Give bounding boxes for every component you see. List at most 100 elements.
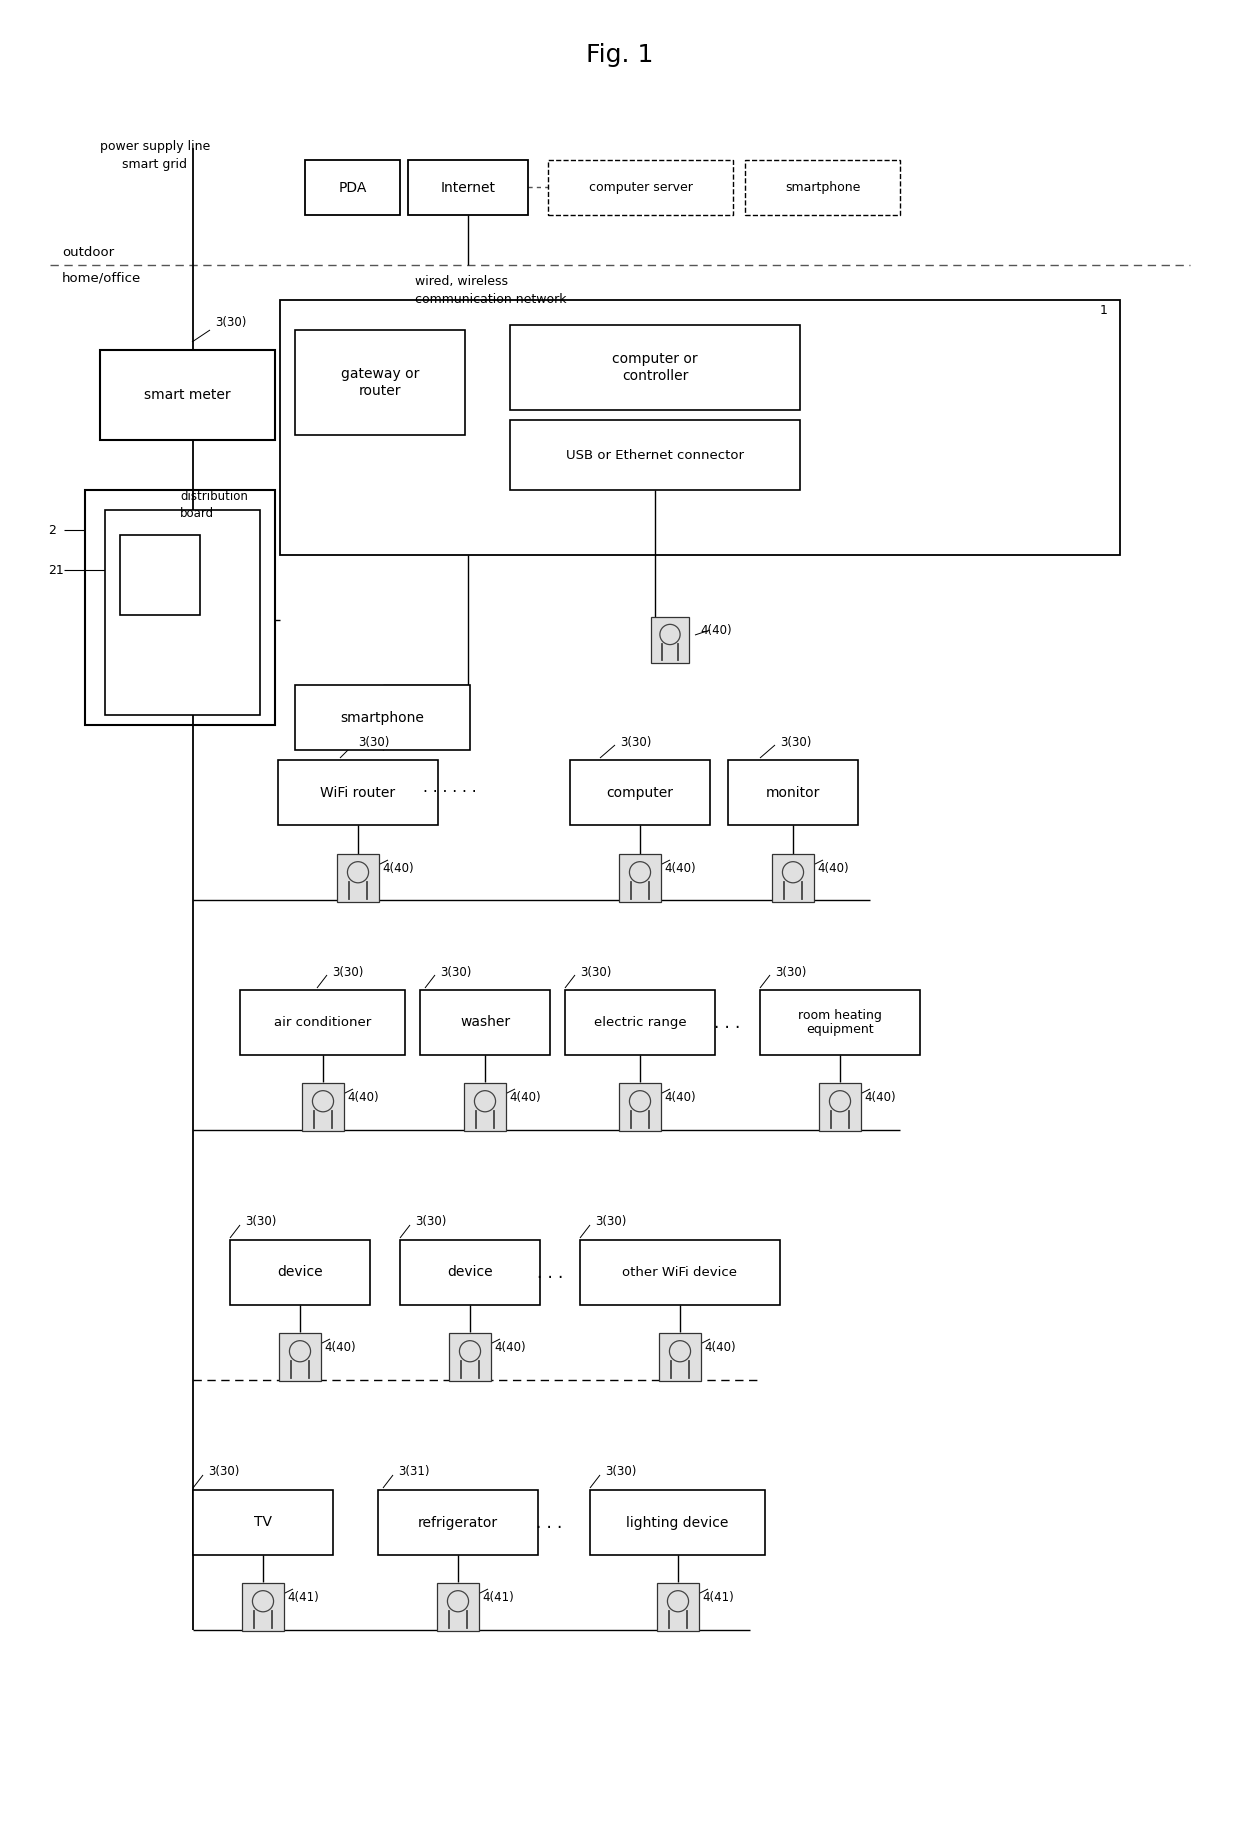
Text: washer: washer: [460, 1015, 510, 1030]
Text: 3(30): 3(30): [415, 1216, 446, 1228]
FancyBboxPatch shape: [229, 1239, 370, 1306]
FancyBboxPatch shape: [565, 989, 715, 1056]
Text: computer or
controller: computer or controller: [613, 353, 698, 383]
FancyBboxPatch shape: [548, 160, 733, 215]
Text: 21: 21: [48, 563, 63, 576]
Text: refrigerator: refrigerator: [418, 1515, 498, 1530]
Text: 4(40): 4(40): [864, 1091, 895, 1103]
FancyBboxPatch shape: [120, 535, 200, 614]
FancyBboxPatch shape: [193, 1490, 334, 1556]
Text: 4(41): 4(41): [482, 1591, 513, 1604]
Bar: [773, 853, 813, 901]
Bar: [619, 1083, 661, 1131]
Text: 3(31): 3(31): [398, 1466, 429, 1479]
Text: electric range: electric range: [594, 1015, 686, 1030]
Text: 3(30): 3(30): [440, 965, 471, 978]
Text: . . .: . . .: [536, 1513, 562, 1532]
Bar: [651, 618, 689, 664]
Bar: [337, 853, 379, 901]
Text: home/office: home/office: [62, 272, 141, 285]
Text: 2: 2: [48, 524, 56, 537]
Text: 4(40): 4(40): [704, 1341, 735, 1354]
Bar: [436, 1583, 479, 1631]
Text: . . .: . . .: [714, 1013, 740, 1032]
FancyBboxPatch shape: [510, 326, 800, 410]
Bar: [449, 1333, 491, 1381]
FancyBboxPatch shape: [105, 509, 260, 715]
Text: 3(30): 3(30): [208, 1466, 239, 1479]
FancyBboxPatch shape: [295, 684, 470, 750]
Text: smart meter: smart meter: [144, 388, 231, 403]
Text: WiFi router: WiFi router: [320, 785, 396, 800]
Text: computer server: computer server: [589, 180, 692, 193]
Text: 3(30): 3(30): [332, 965, 363, 978]
Text: Fig. 1: Fig. 1: [587, 42, 653, 66]
Bar: [464, 1083, 506, 1131]
FancyBboxPatch shape: [86, 489, 275, 725]
Bar: [619, 853, 661, 901]
Bar: [818, 1083, 861, 1131]
Text: USB or Ethernet connector: USB or Ethernet connector: [565, 449, 744, 462]
Text: 4(40): 4(40): [382, 861, 414, 875]
Text: device: device: [448, 1265, 492, 1280]
Text: 3(30): 3(30): [358, 736, 389, 748]
Text: lighting device: lighting device: [626, 1515, 729, 1530]
Bar: [242, 1583, 284, 1631]
Text: outdoor: outdoor: [62, 245, 114, 259]
FancyBboxPatch shape: [580, 1239, 780, 1306]
Text: smartphone: smartphone: [785, 180, 861, 193]
Text: 4(40): 4(40): [817, 861, 848, 875]
Bar: [657, 1583, 699, 1631]
Text: Internet: Internet: [440, 180, 496, 195]
FancyBboxPatch shape: [295, 329, 465, 436]
Text: 3(30): 3(30): [215, 316, 247, 329]
Text: 4(40): 4(40): [663, 1091, 696, 1103]
Text: · · · · · ·: · · · · · ·: [423, 785, 477, 800]
Text: 4(41): 4(41): [702, 1591, 734, 1604]
Text: 3(30): 3(30): [605, 1466, 636, 1479]
Text: power supply line
smart grid: power supply line smart grid: [100, 140, 210, 171]
FancyBboxPatch shape: [728, 760, 858, 826]
Text: TV: TV: [254, 1515, 272, 1530]
Text: 4(40): 4(40): [494, 1341, 526, 1354]
Bar: [658, 1333, 701, 1381]
Text: gateway or
router: gateway or router: [341, 368, 419, 397]
Text: 3(30): 3(30): [775, 965, 806, 978]
FancyBboxPatch shape: [305, 160, 401, 215]
Text: 3(30): 3(30): [620, 736, 651, 748]
Bar: [303, 1083, 343, 1131]
Text: 4(40): 4(40): [663, 861, 696, 875]
FancyBboxPatch shape: [378, 1490, 538, 1556]
FancyBboxPatch shape: [570, 760, 711, 826]
Text: 4(40): 4(40): [508, 1091, 541, 1103]
Bar: [279, 1333, 321, 1381]
FancyBboxPatch shape: [510, 419, 800, 489]
FancyBboxPatch shape: [401, 1239, 539, 1306]
Text: other WiFi device: other WiFi device: [622, 1265, 738, 1278]
FancyBboxPatch shape: [745, 160, 900, 215]
Text: wired, wireless
communication network: wired, wireless communication network: [415, 274, 567, 305]
Text: monitor: monitor: [766, 785, 820, 800]
Text: 3(30): 3(30): [246, 1216, 277, 1228]
Text: 3(30): 3(30): [595, 1216, 626, 1228]
FancyBboxPatch shape: [590, 1490, 765, 1556]
FancyBboxPatch shape: [420, 989, 551, 1056]
Text: computer: computer: [606, 785, 673, 800]
Text: 3(30): 3(30): [580, 965, 611, 978]
Text: 4(40): 4(40): [347, 1091, 378, 1103]
Text: 4(40): 4(40): [701, 623, 732, 636]
Text: 4(40): 4(40): [324, 1341, 356, 1354]
FancyBboxPatch shape: [280, 300, 1120, 555]
FancyBboxPatch shape: [408, 160, 528, 215]
Text: 4(41): 4(41): [286, 1591, 319, 1604]
Text: room heating
equipment: room heating equipment: [799, 1008, 882, 1037]
FancyBboxPatch shape: [241, 989, 405, 1056]
Text: smartphone: smartphone: [341, 710, 424, 725]
Text: . . .: . . .: [537, 1263, 563, 1282]
Text: distribution
board: distribution board: [180, 489, 248, 520]
Text: PDA: PDA: [339, 180, 367, 195]
Text: 3(30): 3(30): [780, 736, 811, 748]
Text: air conditioner: air conditioner: [274, 1015, 371, 1030]
FancyBboxPatch shape: [760, 989, 920, 1056]
FancyBboxPatch shape: [100, 349, 275, 440]
